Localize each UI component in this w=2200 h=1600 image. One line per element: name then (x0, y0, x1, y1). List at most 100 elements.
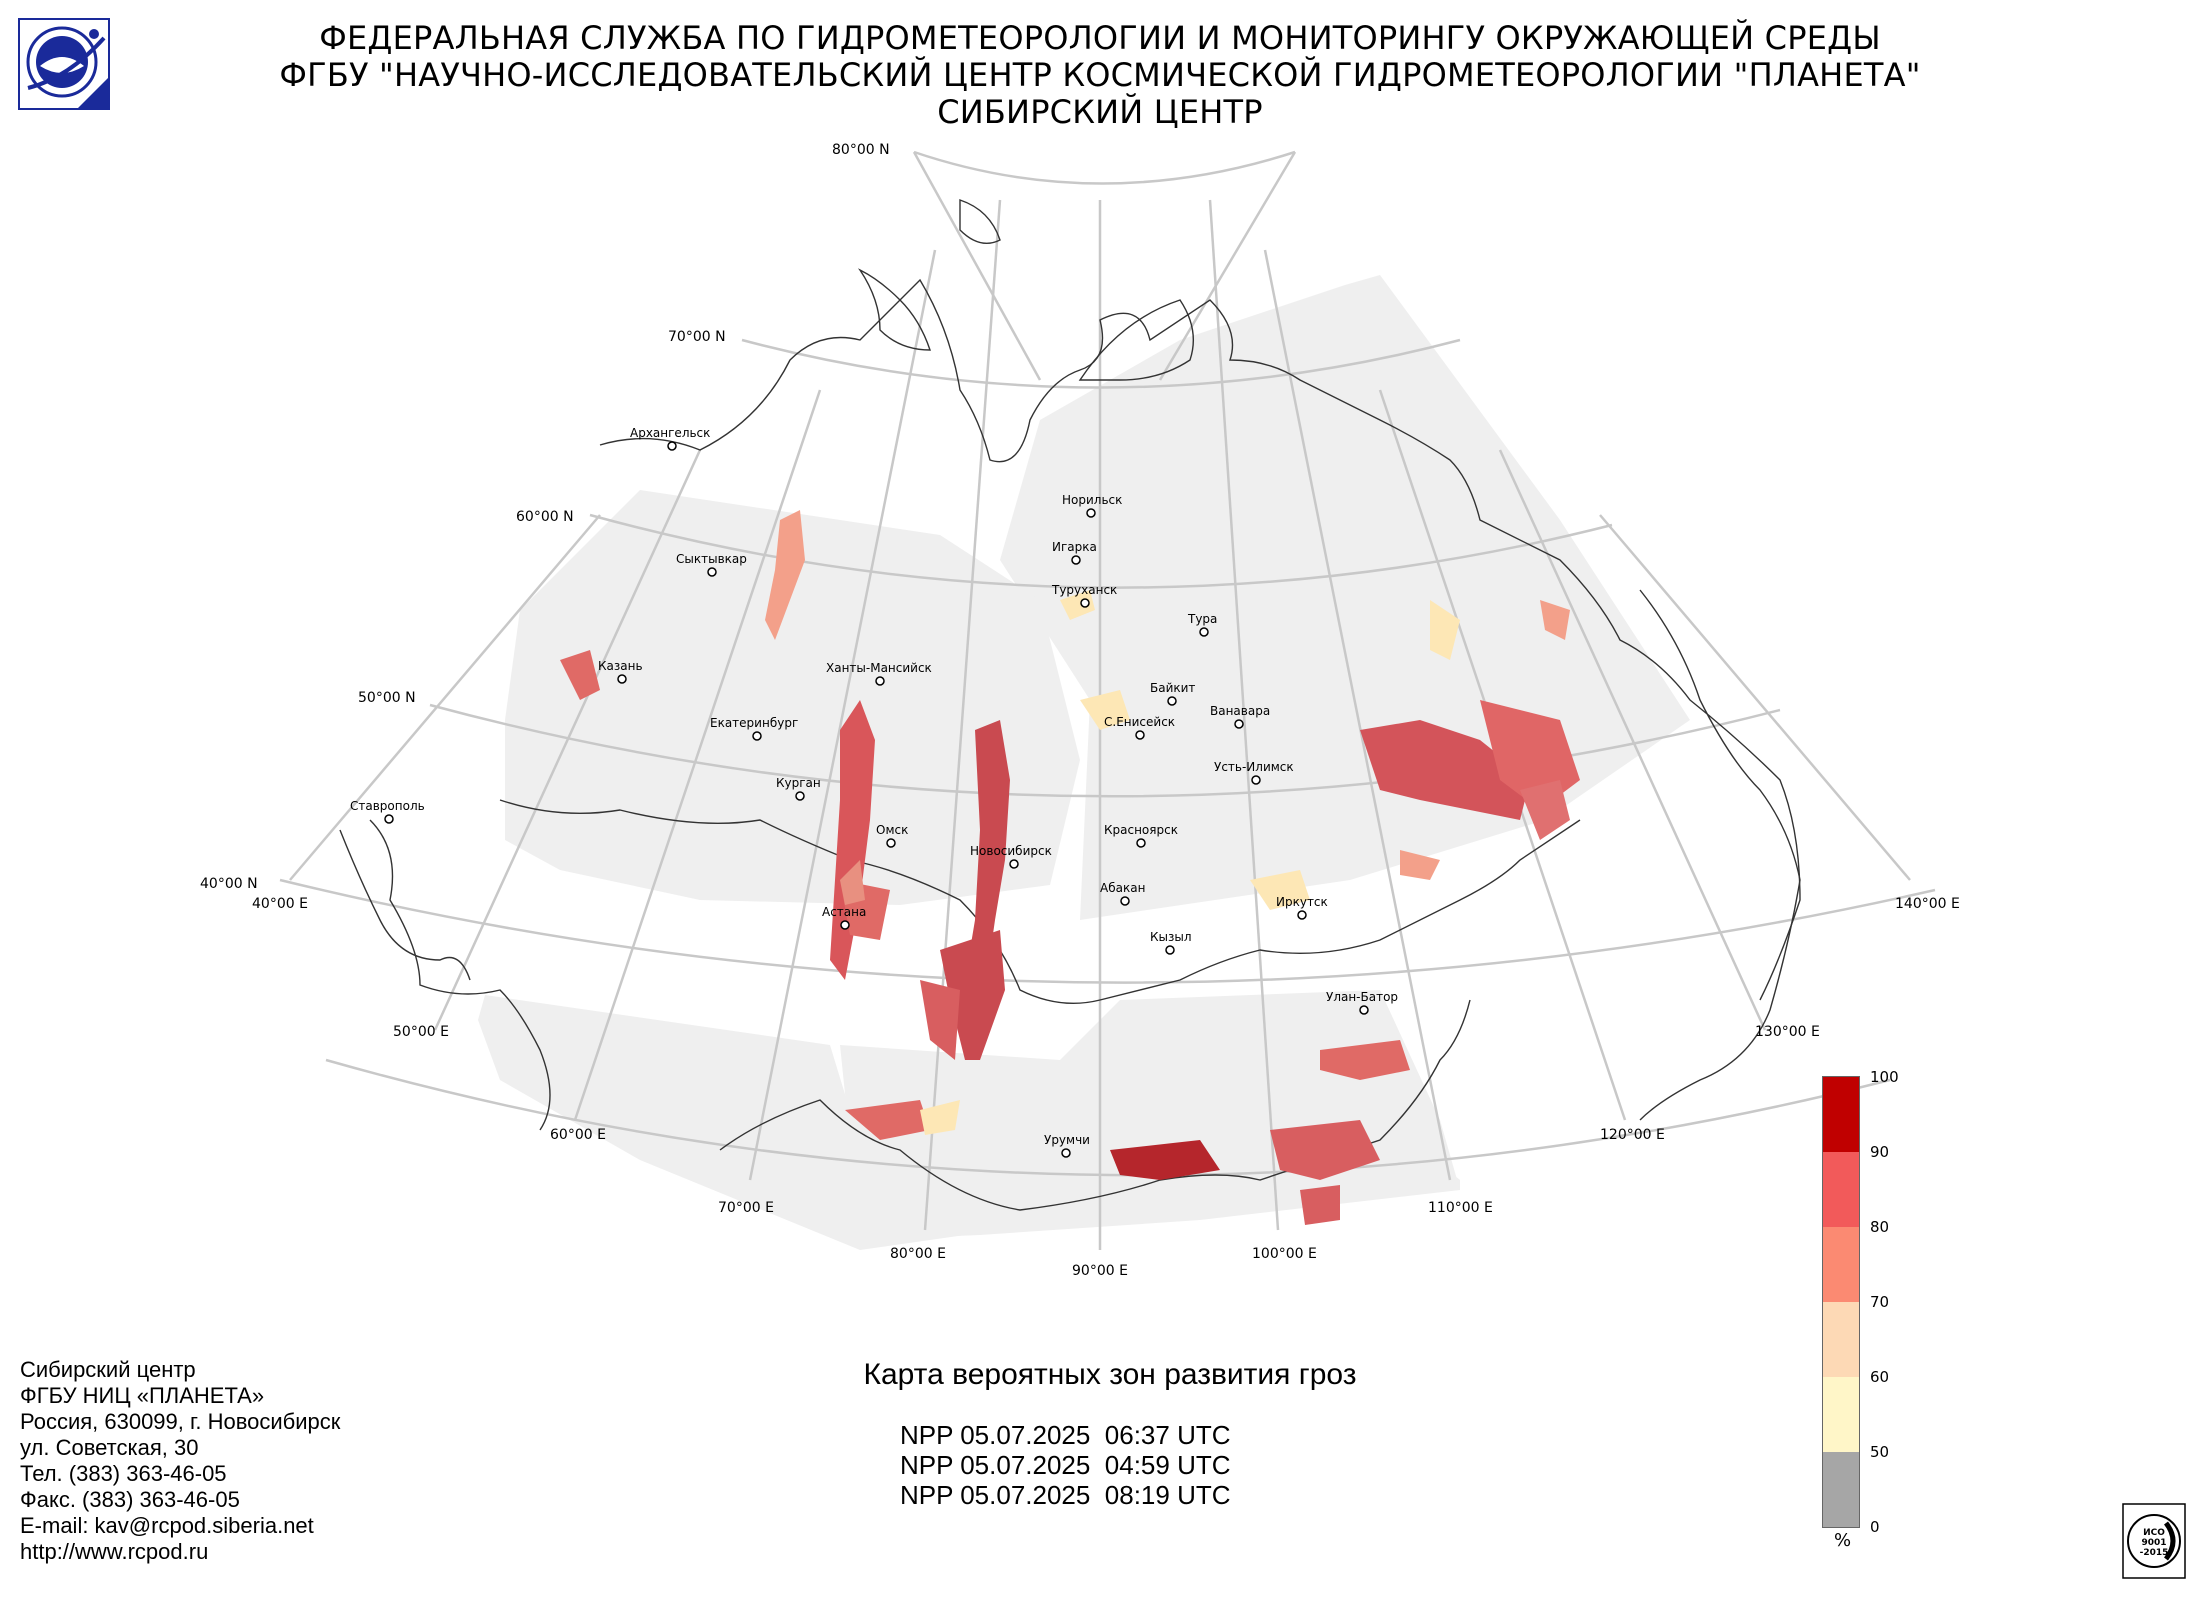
lon-label-40: 40°00 E (252, 896, 308, 912)
city-marker: Урумчи (1044, 1133, 1090, 1158)
city-label: Красноярск (1104, 823, 1178, 837)
parallel-40 (279, 878, 1936, 984)
city-label: Ханты-Мансийск (826, 661, 932, 675)
city-marker: Туруханск (1051, 583, 1117, 608)
satellite-passes: NPP 05.07.2025 06:37 UTC NPP 05.07.2025 … (900, 1420, 1231, 1510)
contact-website[interactable]: http://www.rcpod.ru (20, 1539, 209, 1564)
city-label: Сыктывкар (676, 552, 747, 566)
legend-tick: 70 (1870, 1293, 1890, 1311)
lon-label-110: 110°00 E (1428, 1200, 1493, 1216)
storm-zone (1250, 870, 1310, 910)
city-marker: Игарка (1052, 540, 1097, 565)
lon-label-70: 70°00 E (718, 1200, 774, 1216)
legend-tick: 90 (1870, 1143, 1890, 1161)
arctic-coast (599, 278, 1801, 1001)
lon-label-50: 50°00 E (393, 1024, 449, 1040)
iso-line-1: ИСО (2143, 1528, 2165, 1538)
iso-line-2: 9001 (2141, 1538, 2166, 1548)
meridian-140 (1599, 514, 1911, 881)
city-marker: Омск (876, 823, 908, 848)
coverage-swath-south (478, 995, 1460, 1250)
legend-swatch-70-80 (1823, 1227, 1859, 1302)
contact-line: ФГБУ НИЦ «ПЛАНЕТА» (20, 1383, 265, 1408)
city-label: Новосибирск (970, 844, 1052, 858)
storm-zone (840, 860, 865, 905)
city-marker: Кызыл (1150, 930, 1192, 955)
contact-line: Россия, 630099, г. Новосибирск (20, 1409, 341, 1434)
city-label: Усть-Илимск (1214, 760, 1294, 774)
contact-email[interactable]: E-mail: kav@rcpod.siberia.net (20, 1513, 314, 1538)
city-label: Курган (776, 776, 821, 790)
lat-label-40: 40°00 N (200, 876, 258, 892)
meridian-80 (923, 199, 1002, 1231)
lon-label-80: 80°00 E (890, 1246, 946, 1262)
legend-tick: 0 (1870, 1518, 1880, 1536)
storm-zone (1110, 1140, 1220, 1180)
city-label: Абакан (1100, 881, 1145, 895)
planeta-logo-icon (18, 18, 110, 110)
city-marker: Байкит (1150, 681, 1195, 706)
meridian-50 (433, 449, 702, 1031)
novaya-zemlya (857, 199, 1001, 351)
city-marker: Астана (822, 905, 866, 930)
legend-swatch-50-60 (1823, 1377, 1859, 1452)
city-label: Ванавара (1210, 704, 1270, 718)
city-marker: Курган (776, 776, 821, 801)
legend-swatch-60-70 (1823, 1302, 1859, 1377)
header: ФЕДЕРАЛЬНАЯ СЛУЖБА ПО ГИДРОМЕТЕОРОЛОГИИ … (0, 20, 2200, 131)
lon-label-140: 140°00 E (1895, 896, 1960, 912)
coastlines-borders (339, 199, 1801, 1211)
legend-swatch-0-50 (1823, 1452, 1859, 1527)
contact-line: Факс. (383) 363-46-05 (20, 1487, 240, 1512)
city-label: Игарка (1052, 540, 1097, 554)
storm-zone (1540, 600, 1570, 640)
contact-line: Тел. (383) 363-46-05 (20, 1461, 227, 1486)
city-marker: Ставрополь (350, 799, 425, 824)
lon-label-130: 130°00 E (1755, 1024, 1820, 1040)
city-label: С.Енисейск (1104, 715, 1175, 729)
legend-swatch-80-90 (1823, 1152, 1859, 1227)
legend-tick: 60 (1870, 1368, 1890, 1386)
legend-tick: 50 (1870, 1443, 1890, 1461)
city-marker: Норильск (1062, 493, 1122, 518)
city-label: Екатеринбург (710, 716, 798, 730)
city-label: Тура (1187, 612, 1217, 626)
storm-zone (960, 720, 1010, 1010)
storm-zone (1520, 780, 1570, 840)
city-label: Норильск (1062, 493, 1122, 507)
city-label: Казань (598, 659, 643, 673)
storm-zone (920, 1100, 960, 1135)
storm-zones (560, 510, 1580, 1225)
storm-zone (1270, 1120, 1380, 1180)
pass-line: NPP 05.07.2025 08:19 UTC (900, 1480, 1231, 1510)
legend-swatch-90-100 (1823, 1077, 1859, 1152)
latitude-labels: 80°00 N 70°00 N 60°00 N 50°00 N 40°00 N (200, 142, 890, 892)
meridian-130 (1498, 449, 1767, 1031)
storm-zone (830, 700, 875, 980)
city-marker: Тура (1187, 612, 1217, 637)
lon-label-90: 90°00 E (1072, 1263, 1128, 1279)
legend-tick: 80 (1870, 1218, 1890, 1236)
city-label: Кызыл (1150, 930, 1192, 944)
city-label: Омск (876, 823, 908, 837)
city-marker: Казань (598, 659, 643, 684)
storm-zone (1430, 600, 1460, 660)
storm-zone (1400, 850, 1440, 880)
storm-zone (1060, 590, 1095, 620)
meridian-top-b (1158, 151, 1297, 381)
storm-zone (1320, 1040, 1410, 1080)
meridian-60 (573, 389, 822, 1121)
meridian-110 (1263, 249, 1452, 1181)
city-label: Улан-Батор (1326, 990, 1398, 1004)
lat-label-50: 50°00 N (358, 690, 416, 706)
storm-zone (765, 510, 805, 640)
city-marker: Архангельск (630, 426, 710, 451)
iso-certification-icon: ИСО 9001 -2015 (2122, 1503, 2186, 1579)
header-line-3: СИБИРСКИЙ ЦЕНТР (937, 93, 1263, 131)
contact-info: Сибирский центр ФГБУ НИЦ «ПЛАНЕТА» Росси… (20, 1357, 340, 1565)
pass-line: NPP 05.07.2025 04:59 UTC (900, 1450, 1231, 1480)
pass-line: NPP 05.07.2025 06:37 UTC (900, 1420, 1231, 1450)
contact-line: Сибирский центр (20, 1357, 196, 1382)
longitude-labels: 40°00 E 50°00 E 60°00 E 70°00 E 80°00 E … (252, 896, 1960, 1279)
